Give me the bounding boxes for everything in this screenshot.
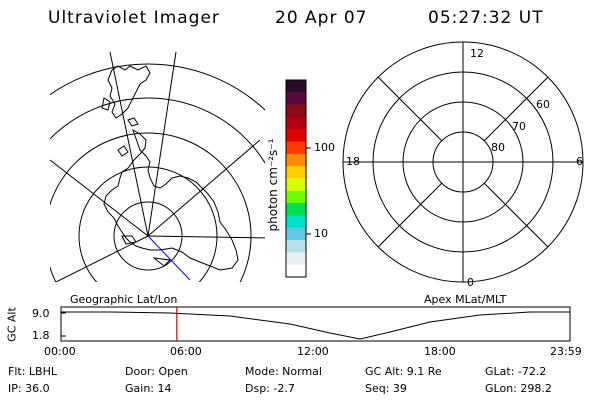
colorbar-cell [286, 116, 306, 130]
status-glon: GLon: 298.2 [485, 382, 552, 395]
status-mode: Mode: Normal [245, 365, 322, 378]
status-flt: Flt: LBHL [8, 365, 57, 378]
colorbar-cell [286, 104, 306, 118]
colorbar-cell [286, 129, 306, 143]
mlat-mlt-polar-plot [342, 41, 584, 283]
colorbar-tick-label-10: 10 [314, 227, 328, 240]
status-seq: Seq: 39 [365, 382, 407, 395]
colorbar-cell [286, 178, 306, 192]
apex-projection-label: Apex MLat/MLT [424, 293, 507, 306]
status-gain: Gain: 14 [125, 382, 172, 395]
latitude-circles [50, 63, 265, 282]
timeline-frame [60, 306, 571, 342]
date-label: 20 Apr 07 [275, 8, 368, 28]
status-glat: GLat: -72.2 [485, 365, 547, 378]
colorbar-cell [286, 166, 306, 179]
mlt-label-12: 12 [470, 47, 484, 60]
mlat-label-80: 80 [491, 141, 505, 154]
geographic-projection-label: Geographic Lat/Lon [70, 293, 178, 306]
status-dsp: Dsp: -2.7 [245, 382, 295, 395]
mlt-label-0: 0 [467, 276, 474, 289]
timeline-x-tick-1800: 18:00 [424, 345, 456, 358]
longitude-lines [50, 51, 265, 282]
colorbar-cell [286, 227, 306, 241]
altitude-curve [61, 311, 570, 340]
satellite-track [147, 235, 191, 281]
colorbar-cell [286, 203, 306, 216]
mlt-label-6: 6 [576, 155, 583, 168]
status-door: Door: Open [125, 365, 188, 378]
mlt-label-18: 18 [346, 155, 360, 168]
colorbar-cell [286, 240, 306, 253]
colorbar-cell [286, 252, 306, 266]
status-ip: IP: 36.0 [8, 382, 50, 395]
timeline-x-tick-0000: 00:00 [44, 345, 76, 358]
colorbar-cell [286, 264, 306, 278]
timeline-x-tick-0600: 06:00 [170, 345, 202, 358]
colorbar-cell [286, 80, 306, 93]
time-label: 05:27:32 UT [428, 8, 544, 28]
timeline-y-tick-label-9: 9.0 [32, 307, 50, 320]
timeline-y-axis-label: GC Alt [5, 307, 19, 342]
mlat-label-60: 60 [536, 98, 550, 111]
colorbar-axis-label: photon cm⁻²s⁻¹ [266, 138, 280, 232]
timeline-y-tick-label-1-8: 1.8 [32, 329, 50, 342]
instrument-title: Ultraviolet Imager [48, 8, 220, 28]
colorbar-cell [286, 190, 306, 204]
timeline-x-tick-1200: 12:00 [297, 345, 329, 358]
status-gc-alt: GC Alt: 9.1 Re [365, 365, 442, 378]
colorbar-cell [286, 215, 306, 229]
timeline-plot [60, 306, 571, 342]
colorbar-cell [286, 153, 306, 167]
geographic-map [50, 51, 265, 282]
coastlines [101, 65, 239, 271]
timeline-x-tick-2359: 23:59 [550, 345, 582, 358]
colorbar-cell [286, 141, 306, 155]
colorbar-cell [286, 92, 306, 106]
mlat-label-70: 70 [512, 120, 526, 133]
colorbar [285, 79, 311, 278]
colorbar-tick-label-100: 100 [314, 141, 335, 154]
colorbar-frame [285, 79, 307, 278]
colorbar-cells [286, 80, 306, 278]
